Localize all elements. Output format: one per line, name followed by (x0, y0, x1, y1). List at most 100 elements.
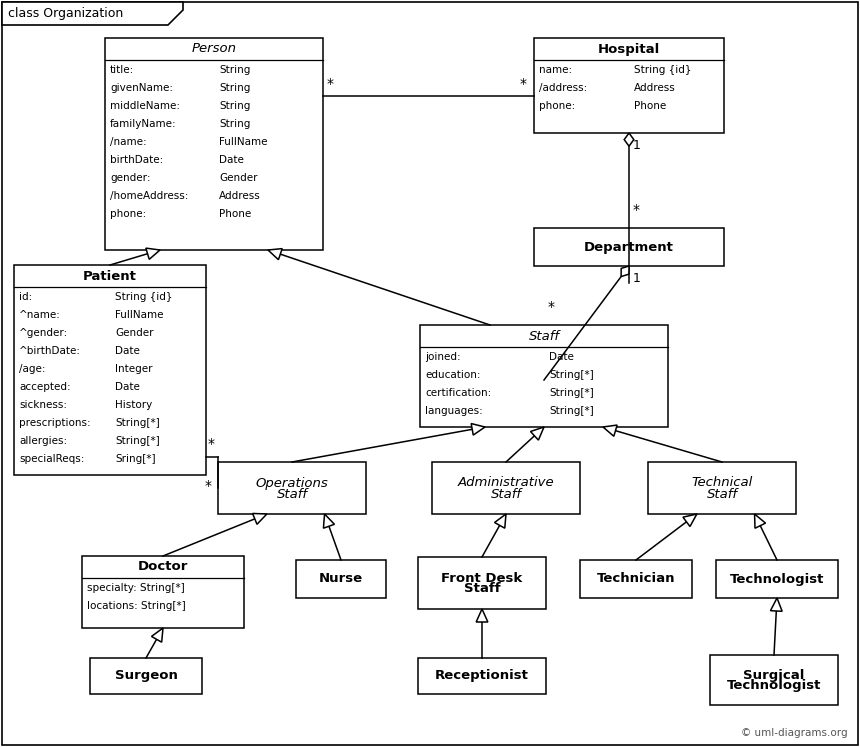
Text: birthDate:: birthDate: (110, 155, 163, 165)
Text: Front Desk: Front Desk (441, 571, 523, 584)
Text: Date: Date (115, 382, 140, 392)
Bar (420, 325, 668, 427)
Text: middleName:: middleName: (110, 101, 180, 111)
Text: specialty: String[*]: specialty: String[*] (87, 583, 185, 593)
Bar (296, 560, 386, 598)
Bar (418, 557, 546, 609)
Text: Phone: Phone (219, 209, 251, 219)
Text: String: String (219, 83, 250, 93)
Polygon shape (476, 609, 488, 622)
Text: /homeAddress:: /homeAddress: (110, 191, 188, 201)
Text: Date: Date (115, 346, 140, 356)
Bar (14, 265, 206, 475)
Text: phone:: phone: (110, 209, 146, 219)
Text: © uml-diagrams.org: © uml-diagrams.org (741, 728, 848, 738)
Text: joined:: joined: (425, 352, 461, 362)
Text: accepted:: accepted: (19, 382, 71, 392)
Text: *: * (548, 300, 555, 314)
Text: /name:: /name: (110, 137, 146, 147)
Text: class Organization: class Organization (8, 7, 123, 20)
Text: String[*]: String[*] (549, 370, 593, 380)
Polygon shape (494, 514, 506, 528)
Text: String[*]: String[*] (115, 436, 160, 446)
Polygon shape (603, 425, 617, 436)
Text: Sring[*]: Sring[*] (115, 454, 156, 464)
Text: Integer: Integer (115, 364, 152, 374)
Text: *: * (633, 203, 640, 217)
Text: String: String (219, 65, 250, 75)
Text: id:: id: (19, 292, 33, 302)
Text: Staff: Staff (464, 583, 501, 595)
Text: Nurse: Nurse (319, 572, 363, 586)
Text: Address: Address (634, 83, 676, 93)
Text: String[*]: String[*] (115, 418, 160, 428)
Bar (710, 655, 838, 705)
Text: Staff: Staff (529, 329, 560, 343)
Polygon shape (471, 424, 485, 435)
Text: Address: Address (219, 191, 261, 201)
Text: Gender: Gender (115, 328, 153, 338)
Text: *: * (205, 479, 212, 493)
Text: specialReqs:: specialReqs: (19, 454, 84, 464)
Text: languages:: languages: (425, 406, 482, 416)
Text: FullName: FullName (219, 137, 267, 147)
Text: String {id}: String {id} (115, 292, 173, 302)
Text: FullName: FullName (115, 310, 163, 320)
Polygon shape (323, 514, 335, 528)
Text: History: History (115, 400, 152, 410)
Text: Gender: Gender (219, 173, 257, 183)
Text: *: * (327, 77, 334, 91)
Text: /address:: /address: (539, 83, 587, 93)
Text: education:: education: (425, 370, 481, 380)
Text: Technologist: Technologist (730, 572, 824, 586)
Text: String: String (219, 101, 250, 111)
Text: ^name:: ^name: (19, 310, 61, 320)
Text: Person: Person (192, 43, 236, 55)
Text: Patient: Patient (83, 270, 137, 282)
Text: Hospital: Hospital (598, 43, 660, 55)
Polygon shape (624, 133, 634, 146)
Text: Operations: Operations (255, 477, 329, 489)
Text: locations: String[*]: locations: String[*] (87, 601, 186, 611)
Text: sickness:: sickness: (19, 400, 67, 410)
Polygon shape (754, 514, 765, 528)
Text: Surgeon: Surgeon (114, 669, 177, 683)
Text: name:: name: (539, 65, 572, 75)
Text: /age:: /age: (19, 364, 46, 374)
Text: ^gender:: ^gender: (19, 328, 68, 338)
Bar (105, 38, 323, 250)
Text: familyName:: familyName: (110, 119, 176, 129)
Bar (716, 560, 838, 598)
Bar (534, 228, 724, 266)
Text: Staff: Staff (707, 488, 738, 500)
Text: *: * (208, 437, 215, 451)
Text: *: * (520, 77, 527, 91)
Text: Technical: Technical (691, 477, 752, 489)
Polygon shape (683, 514, 697, 527)
Polygon shape (253, 513, 267, 524)
Bar (418, 658, 546, 694)
Text: Administrative: Administrative (458, 477, 555, 489)
Text: 1: 1 (633, 139, 641, 152)
Polygon shape (268, 249, 282, 260)
Text: Receptionist: Receptionist (435, 669, 529, 683)
Text: String[*]: String[*] (549, 406, 593, 416)
Bar (82, 556, 244, 628)
Polygon shape (621, 266, 629, 276)
Text: gender:: gender: (110, 173, 150, 183)
Bar (90, 658, 202, 694)
Bar (218, 462, 366, 514)
Polygon shape (531, 427, 544, 440)
Text: Date: Date (549, 352, 574, 362)
Bar (534, 38, 724, 133)
Text: String {id}: String {id} (634, 65, 691, 75)
Text: phone:: phone: (539, 101, 575, 111)
Polygon shape (2, 2, 183, 25)
Text: Technician: Technician (597, 572, 675, 586)
Text: Phone: Phone (634, 101, 666, 111)
Polygon shape (146, 248, 160, 259)
Text: Staff: Staff (490, 488, 521, 500)
Polygon shape (771, 598, 782, 611)
Bar (432, 462, 580, 514)
Text: Technologist: Technologist (727, 680, 821, 692)
